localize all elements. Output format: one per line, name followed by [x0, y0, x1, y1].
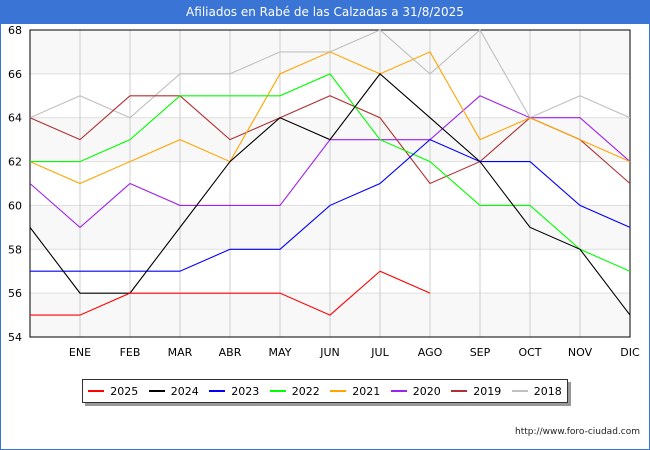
chart-title: Afiliados en Rabé de las Calzadas a 31/8…: [0, 0, 650, 24]
legend-item-2018: 2018: [511, 384, 562, 398]
legend-label: 2023: [231, 384, 260, 398]
series-line-2022: [30, 73, 631, 272]
legend: 2025 2024 2023 2022 2021 2020 2019 2018: [82, 379, 568, 403]
y-tick-label: 54: [8, 331, 22, 344]
x-tick-label: ABR: [219, 346, 242, 359]
legend-label: 2024: [170, 384, 199, 398]
series-line-2023: [30, 138, 631, 272]
legend-item-2023: 2023: [209, 385, 259, 398]
legend-label: 2021: [352, 384, 381, 398]
x-tick-label: MAR: [168, 346, 193, 359]
legend-swatch: [269, 390, 286, 392]
legend-item-2024: 2024: [148, 384, 199, 398]
y-tick-label: 58: [8, 243, 22, 256]
source-url[interactable]: http://www.foro-ciudad.com: [515, 427, 640, 437]
x-tick-label: AGO: [418, 346, 443, 359]
legend-label: 2020: [412, 384, 441, 398]
legend-label: 2019: [473, 384, 502, 398]
x-tick-label: OCT: [518, 346, 541, 359]
x-tick-label: JUL: [370, 346, 389, 359]
legend-item-2020: 2020: [390, 384, 441, 398]
series-line-2025: [30, 270, 431, 316]
legend-item-2025: 2025: [88, 385, 138, 398]
y-tick-label: 68: [8, 24, 22, 37]
legend-swatch: [330, 390, 347, 392]
x-tick-label: DIC: [620, 346, 640, 359]
y-tick-label: 64: [8, 112, 22, 125]
legend-item-2022: 2022: [269, 384, 320, 398]
y-tick-label: 60: [8, 199, 22, 212]
x-tick-label: SEP: [470, 346, 491, 359]
y-tick-label: 66: [8, 68, 22, 81]
legend-label: 2022: [291, 384, 320, 398]
x-tick-label: FEB: [120, 346, 141, 359]
legend-swatch: [148, 390, 165, 392]
y-tick-label: 62: [8, 156, 22, 169]
x-tick-label: NOV: [568, 346, 593, 359]
series-line-2021: [29, 51, 631, 185]
legend-swatch: [209, 390, 226, 392]
y-tick-label: 56: [8, 287, 22, 300]
x-tick-label: ENE: [69, 346, 91, 359]
legend-swatch: [88, 390, 105, 392]
x-tick-label: MAY: [269, 346, 292, 359]
x-tick-label: JUN: [319, 346, 340, 359]
legend-swatch: [451, 390, 468, 392]
legend-label: 2018: [533, 384, 562, 398]
legend-swatch: [390, 390, 407, 392]
legend-swatch: [511, 390, 528, 392]
legend-label: 2025: [110, 384, 139, 398]
legend-item-2019: 2019: [451, 385, 501, 398]
legend-item-2021: 2021: [330, 385, 380, 398]
